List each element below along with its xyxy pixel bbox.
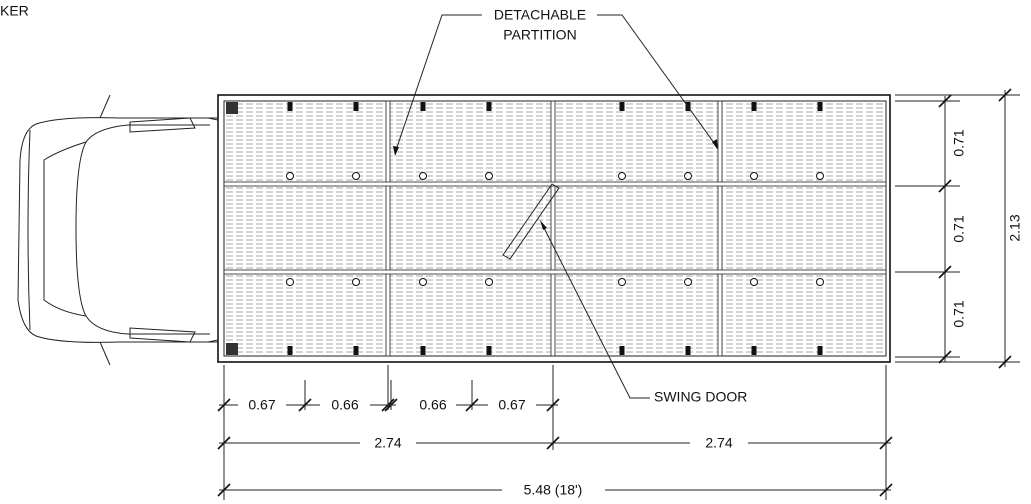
anchor-ring [750,278,758,286]
tie-down [353,346,359,355]
tie-down [751,346,757,355]
corner-post [226,102,238,114]
anchor-ring [352,172,360,180]
corner-label: KER [0,3,29,19]
line-art [394,14,482,154]
line-art [217,436,893,497]
line-art [43,141,87,317]
line-art [99,94,111,119]
callout-label: PARTITION [503,27,576,43]
line-art [895,90,1020,367]
anchor-ring [618,172,626,180]
swing-door [502,183,560,260]
tie-down [619,102,625,111]
dimension-label: 0.67 [498,397,525,413]
arrowhead [712,139,718,150]
corner-post [226,343,238,355]
line-art [99,341,111,366]
anchor-ring [684,278,692,286]
dimension-label: 2.74 [705,435,732,451]
anchor-ring [684,172,692,180]
anchor-ring [352,278,360,286]
line-art [17,117,218,343]
dimension-label: 0.71 [951,215,967,242]
line-art [129,327,196,343]
dimension-label: 0.66 [331,397,358,413]
anchor-ring [286,278,294,286]
tie-down [817,102,823,111]
callout-label: SWING DOOR [654,389,747,405]
line-art [938,88,1012,369]
dimension-label: 0.71 [951,129,967,156]
dimension-label: 2.13 [1007,214,1023,241]
leaders [394,14,718,399]
tie-down [619,346,625,355]
divider [550,100,556,357]
tie-down [486,102,492,111]
anchor-ring [618,278,626,286]
line-art [207,117,219,343]
dimension-label: 2.74 [374,435,401,451]
line-art [895,96,960,362]
line-art [541,223,650,399]
anchor-ring [286,172,294,180]
dimension-ticks [217,88,1012,497]
tie-down [751,102,757,111]
divider [223,269,887,275]
line-art [597,14,718,148]
tie-down [420,102,426,111]
anchor-ring [750,172,758,180]
dimension-label: 0.67 [248,397,275,413]
tie-down [287,102,293,111]
anchor-ring [485,278,493,286]
callout-label: DETACHABLE [494,7,586,23]
dividers [223,100,887,357]
arrowhead [393,146,399,156]
tie-down [353,102,359,111]
divider [385,100,391,357]
tie-down [817,346,823,355]
line-art [129,117,196,133]
line-art [75,124,210,335]
arrowhead [540,220,547,230]
tie-down [287,346,293,355]
anchor-ring [419,278,427,286]
cab [17,94,219,366]
divider [717,100,723,357]
dimension-lines [219,90,1020,500]
tie-down [685,346,691,355]
tie-down [420,346,426,355]
line-art [217,398,560,412]
anchor-ring [816,172,824,180]
anchor-ring [816,278,824,286]
line-art [223,365,887,500]
anchor-ring [419,172,427,180]
dimension-label: 5.48 (18') [524,482,583,498]
tie-down [486,346,492,355]
dimension-label: 0.66 [419,397,446,413]
line-art [27,129,31,331]
label-backing [1008,208,1024,248]
dimension-label: 0.71 [951,300,967,327]
anchor-ring [485,172,493,180]
